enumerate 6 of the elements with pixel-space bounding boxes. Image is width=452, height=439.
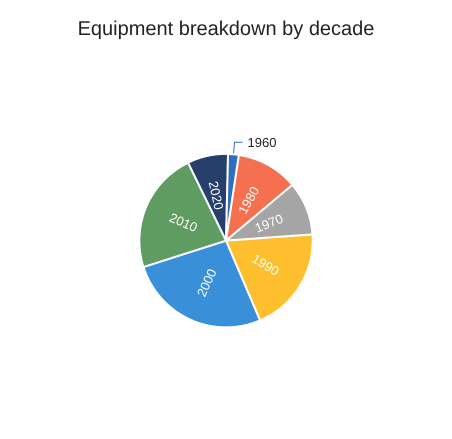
slice-label: 2020 bbox=[206, 180, 227, 212]
slice-label: 1990 bbox=[249, 250, 282, 279]
slice-label: 1960 bbox=[248, 134, 276, 150]
slice-label: 2010 bbox=[167, 210, 200, 236]
slice-label: 2000 bbox=[194, 266, 220, 300]
chart-title: Equipment breakdown by decade bbox=[78, 18, 374, 40]
